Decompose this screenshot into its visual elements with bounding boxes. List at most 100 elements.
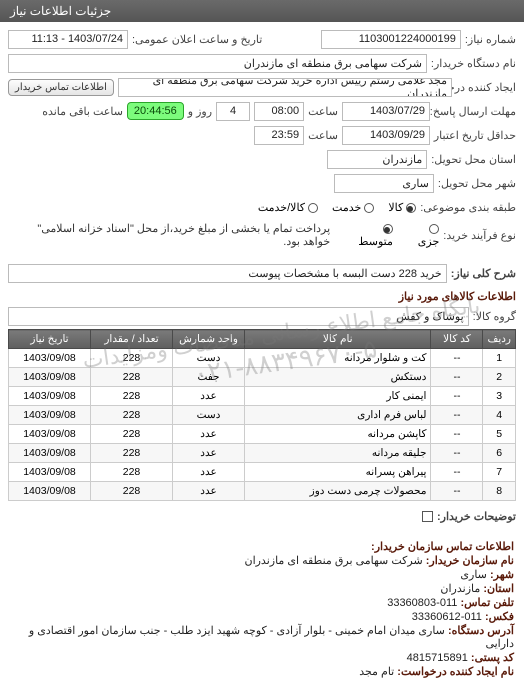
creator-field: مجد غلامی رستم رییس اداره خرید شرکت سهام… bbox=[118, 78, 452, 97]
ft-city: ساری bbox=[460, 569, 487, 581]
ft-reqcreator-label: نام ایجاد کننده درخواست: bbox=[397, 666, 514, 678]
remaining-time-badge: 20:44:56 bbox=[127, 102, 184, 120]
need-title-field: خرید 228 دست البسه با مشخصات پیوست bbox=[8, 264, 447, 283]
table-cell: دست bbox=[173, 349, 245, 368]
goods-col-2: نام کالا bbox=[245, 330, 431, 349]
table-cell: 228 bbox=[91, 368, 173, 387]
city-field: ساری bbox=[334, 174, 434, 193]
table-cell: 228 bbox=[91, 482, 173, 501]
table-cell: پیراهن پسرانه bbox=[245, 463, 431, 482]
table-cell: کت و شلوار مردانه bbox=[245, 349, 431, 368]
table-cell: جلیقه مردانه bbox=[245, 444, 431, 463]
table-cell: 1403/09/08 bbox=[9, 387, 91, 406]
ft-address-label: آدرس دستگاه: bbox=[448, 625, 514, 637]
footer-block: اطلاعات تماس سازمان خریدار: نام سازمان خ… bbox=[0, 533, 524, 685]
buy-type-label: نوع فرآیند خرید: bbox=[443, 229, 516, 242]
table-row: 6--جلیقه مردانهعدد2281403/09/08 bbox=[9, 444, 516, 463]
table-cell: دست bbox=[173, 406, 245, 425]
table-row: 2--دستکشجفت2281403/09/08 bbox=[9, 368, 516, 387]
need-no-label: شماره نیاز: bbox=[465, 33, 516, 46]
ft-phone: 011-33360803 bbox=[387, 597, 457, 609]
table-cell: 228 bbox=[91, 406, 173, 425]
remaining-suffix: ساعت باقی مانده bbox=[42, 105, 123, 118]
table-row: 3--ایمنی کارعدد2281403/09/08 bbox=[9, 387, 516, 406]
table-cell: 2 bbox=[483, 368, 516, 387]
deadline-date-field: 1403/07/29 bbox=[342, 102, 430, 121]
table-cell: محصولات چرمی دست دوز bbox=[245, 482, 431, 501]
ft-province-label: استان: bbox=[483, 583, 514, 595]
radio-motavaset[interactable]: متوسط bbox=[348, 223, 393, 248]
goods-col-3: واحد شمارش bbox=[173, 330, 245, 349]
province-label: استان محل تحویل: bbox=[431, 153, 516, 166]
validity-date-field: 1403/09/29 bbox=[342, 126, 430, 145]
table-cell: 1403/09/08 bbox=[9, 463, 91, 482]
ft-province: مازندران bbox=[440, 583, 480, 595]
table-cell: 228 bbox=[91, 387, 173, 406]
table-cell: کاپشن مردانه bbox=[245, 425, 431, 444]
table-cell: لباس فرم اداری bbox=[245, 406, 431, 425]
buyer-notes-label: توضیحات خریدار: bbox=[437, 510, 516, 523]
remaining-days-suffix: روز و bbox=[188, 105, 212, 118]
table-cell: 1403/09/08 bbox=[9, 406, 91, 425]
table-row: 7--پیراهن پسرانهعدد2281403/09/08 bbox=[9, 463, 516, 482]
table-cell: -- bbox=[431, 387, 483, 406]
table-cell: عدد bbox=[173, 444, 245, 463]
table-cell: 1403/09/08 bbox=[9, 425, 91, 444]
table-cell: عدد bbox=[173, 387, 245, 406]
table-cell: عدد bbox=[173, 463, 245, 482]
time-label-2: ساعت bbox=[308, 129, 338, 142]
time-label-1: ساعت bbox=[308, 105, 338, 118]
top-fields: شماره نیاز: 1103001224000199 تاریخ و ساع… bbox=[0, 22, 524, 256]
page-header: جزئیات اطلاعات نیاز bbox=[0, 0, 524, 22]
table-cell: -- bbox=[431, 463, 483, 482]
radio-kala[interactable]: کالا bbox=[388, 201, 416, 214]
table-cell: 6 bbox=[483, 444, 516, 463]
ft-postal-label: کد پستی: bbox=[471, 652, 514, 664]
table-cell: 1 bbox=[483, 349, 516, 368]
radio-jozi[interactable]: جزی bbox=[407, 223, 439, 248]
ft-fax-label: فکس: bbox=[485, 611, 514, 623]
deadline-time-field: 08:00 bbox=[254, 102, 304, 121]
table-cell: 7 bbox=[483, 463, 516, 482]
table-cell: 1403/09/08 bbox=[9, 444, 91, 463]
table-cell: 5 bbox=[483, 425, 516, 444]
contact-buyer-button[interactable]: اطلاعات تماس خریدار bbox=[8, 79, 114, 96]
buyer-notes-checkbox[interactable] bbox=[422, 511, 433, 522]
goods-col-1: کد کالا bbox=[431, 330, 483, 349]
table-cell: عدد bbox=[173, 482, 245, 501]
table-cell: 228 bbox=[91, 425, 173, 444]
ft-fax: 011-33360612 bbox=[412, 611, 482, 623]
table-cell: 1403/09/08 bbox=[9, 349, 91, 368]
ft-org-label: نام سازمان خریدار: bbox=[426, 555, 514, 567]
table-cell: -- bbox=[431, 425, 483, 444]
table-cell: عدد bbox=[173, 425, 245, 444]
table-cell: -- bbox=[431, 444, 483, 463]
radio-khadamat[interactable]: خدمت bbox=[332, 201, 374, 214]
need-title-label: شرح کلی نیاز: bbox=[451, 267, 516, 280]
table-cell: -- bbox=[431, 406, 483, 425]
ft-address: ساری میدان امام خمینی - بلوار آزادی - کو… bbox=[29, 625, 514, 650]
goods-subheader: اطلاعات کالاهای مورد نیاز bbox=[12, 290, 516, 303]
table-cell: ایمنی کار bbox=[245, 387, 431, 406]
ft-city-label: شهر: bbox=[490, 569, 514, 581]
group-label: گروه کالا: bbox=[473, 310, 516, 323]
goods-col-5: تاریخ نیاز bbox=[9, 330, 91, 349]
table-cell: 1403/09/08 bbox=[9, 368, 91, 387]
table-cell: 4 bbox=[483, 406, 516, 425]
table-cell: -- bbox=[431, 349, 483, 368]
table-cell: -- bbox=[431, 368, 483, 387]
table-cell: جفت bbox=[173, 368, 245, 387]
radio-kalakhadamat[interactable]: کالا/خدمت bbox=[258, 201, 318, 214]
page-header-title: جزئیات اطلاعات نیاز bbox=[10, 4, 111, 18]
need-no-field: 1103001224000199 bbox=[321, 30, 461, 49]
announce-field: 1403/07/24 - 11:13 bbox=[8, 30, 128, 49]
validity-label: حداقل تاریخ اعتبار قیمت: تا تاریخ: bbox=[434, 129, 516, 142]
buyer-org-field: شرکت سهامی برق منطقه ای مازندران bbox=[8, 54, 427, 73]
table-cell: دستکش bbox=[245, 368, 431, 387]
province-field: مازندران bbox=[327, 150, 427, 169]
subject-cat-label: طبقه بندی موضوعی: bbox=[420, 201, 516, 214]
table-cell: 228 bbox=[91, 349, 173, 368]
table-cell: 1403/09/08 bbox=[9, 482, 91, 501]
remaining-days-field: 4 bbox=[216, 102, 250, 121]
footer-heading: اطلاعات تماس سازمان خریدار: bbox=[371, 541, 514, 553]
